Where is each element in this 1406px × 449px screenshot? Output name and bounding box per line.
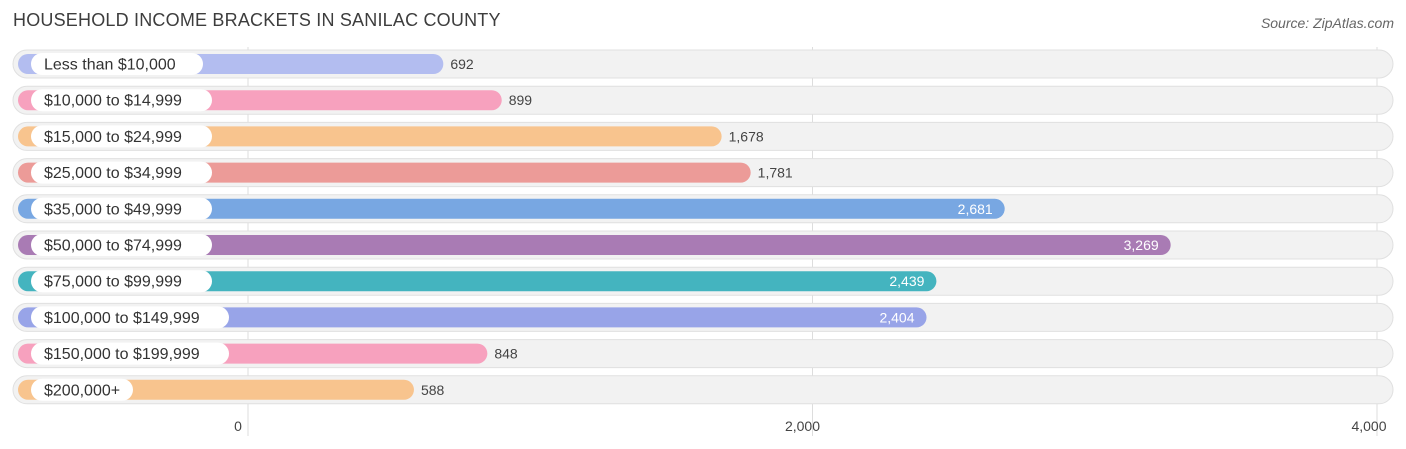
value-label: 588 [421, 382, 445, 398]
value-label: 3,269 [1124, 237, 1159, 253]
category-label: $15,000 to $24,999 [44, 129, 182, 146]
category-label: $200,000+ [44, 382, 120, 399]
category-label-pill [31, 270, 212, 293]
x-tick-label: 4,000 [1351, 418, 1386, 434]
category-label: $100,000 to $149,999 [44, 310, 200, 327]
category-label: $25,000 to $34,999 [44, 165, 182, 182]
bar [18, 198, 1005, 219]
category-label-pill [31, 234, 212, 256]
category-label-pill [31, 342, 229, 365]
category-label-pill [31, 378, 133, 401]
category-label: $150,000 to $199,999 [44, 346, 200, 363]
bar [18, 235, 1171, 255]
chart-source: Source: ZipAtlas.com [1260, 15, 1394, 31]
value-label: 2,404 [879, 309, 914, 325]
x-tick-label: 0 [234, 418, 242, 434]
bar [18, 271, 937, 292]
value-label: 899 [509, 92, 533, 108]
category-label-pill [31, 161, 212, 184]
x-tick-label: 2,000 [785, 418, 820, 434]
category-label: $75,000 to $99,999 [44, 274, 182, 291]
category-label-pill [31, 306, 229, 329]
value-label: 1,678 [729, 128, 764, 144]
chart-title: HOUSEHOLD INCOME BRACKETS IN SANILAC COU… [13, 10, 501, 30]
bar-rows: Less than $10,000 692 $10,000 to $14,999 89… [12, 49, 1394, 405]
category-label: $35,000 to $49,999 [44, 201, 182, 218]
value-label: 2,439 [889, 273, 924, 289]
bar [18, 307, 927, 328]
category-label-pill [31, 53, 203, 75]
x-axis-ticks: 0 2,000 4,000 [234, 418, 1387, 434]
category-label-pill [31, 125, 212, 148]
value-label: 2,681 [958, 201, 993, 217]
value-label: 848 [494, 346, 518, 362]
category-label-pill [31, 197, 212, 220]
category-label-pill [31, 89, 212, 112]
value-label: 1,781 [758, 165, 793, 181]
category-label: Less than $10,000 [44, 57, 176, 74]
category-label: $50,000 to $74,999 [44, 238, 182, 255]
category-label: $10,000 to $14,999 [44, 93, 182, 110]
value-label: 692 [450, 56, 474, 72]
